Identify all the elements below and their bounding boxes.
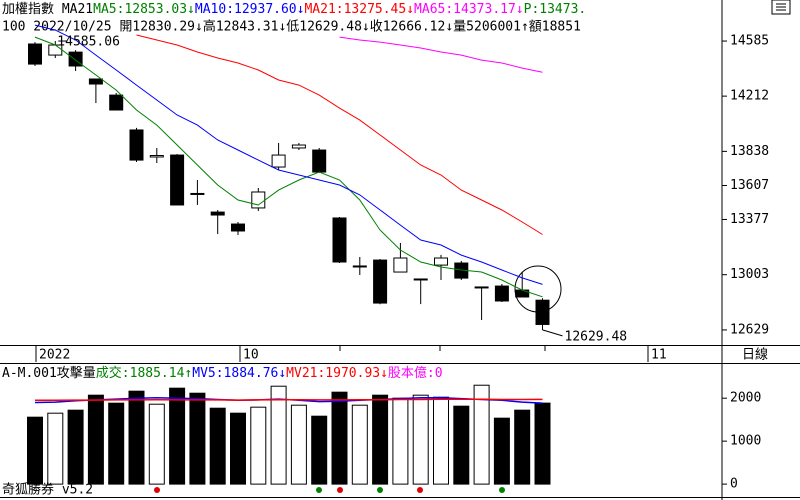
legend-item: MA10:12937.60↓ <box>195 2 305 17</box>
volume-bar <box>27 416 43 485</box>
candle-body <box>291 144 306 149</box>
candle-body <box>28 43 42 65</box>
x-tick-label: 10 <box>243 348 259 363</box>
volume-bar <box>270 385 287 485</box>
volume-bar <box>47 412 64 485</box>
ma-line <box>339 36 543 73</box>
y-tick-label: 0 <box>730 477 738 492</box>
volume-bar <box>473 384 490 485</box>
volume-bar <box>433 396 449 485</box>
volume-bar <box>351 404 368 485</box>
candle-body <box>413 278 428 281</box>
candle-body <box>434 257 448 266</box>
candle-body <box>271 154 286 168</box>
volume-bar <box>372 394 389 485</box>
annotation-leader <box>542 329 563 337</box>
legend-item: MA65:14373.17↓ <box>414 2 524 17</box>
ma-line <box>34 36 543 298</box>
legend-item: MV5:1884.76↓ <box>192 366 286 381</box>
y-tick-label: 14212 <box>730 89 769 104</box>
volume-bar <box>108 402 125 485</box>
chart-title: 加權指數 MA21 <box>2 2 93 17</box>
volume-bar <box>493 417 510 485</box>
signal-dot <box>337 487 343 493</box>
legend-item: 成交:1885.14↑ <box>96 365 192 381</box>
volume-bar <box>392 397 409 485</box>
legend-item: MA5:12853.03↓ <box>93 2 195 17</box>
candle-body <box>109 94 124 111</box>
volume-bar <box>209 407 226 485</box>
signal-dot <box>417 487 423 493</box>
y-tick-label: 2000 <box>730 391 761 406</box>
volume-bar <box>67 409 84 485</box>
signal-dot <box>316 487 322 493</box>
header-legend: 加權指數 MA21MA5:12853.03↓MA10:12937.60↓MA21… <box>2 2 586 17</box>
y-tick-label: 13607 <box>730 178 769 193</box>
y-tick-label: 13377 <box>730 212 769 227</box>
volume-title: A-M.001攻擊量 <box>2 365 96 381</box>
volume-legend: A-M.001攻擊量成交:1885.14↑MV5:1884.76↓MV21:19… <box>2 365 443 381</box>
y-tick-label: 13003 <box>730 267 769 282</box>
candle-body <box>373 259 388 304</box>
candle-body <box>352 265 367 268</box>
mv-line <box>35 398 543 402</box>
candle-body <box>129 129 144 161</box>
y-tick-label: 1000 <box>730 434 761 449</box>
volume-bar <box>189 392 206 485</box>
volume-bar <box>331 391 348 485</box>
high-annotation: 14585.06 <box>57 35 120 50</box>
candle-body <box>231 223 245 232</box>
volume-bar <box>311 415 328 485</box>
x-tick-label: 2022 <box>39 348 70 363</box>
volume-bar <box>290 404 307 485</box>
volume-bar <box>87 394 104 485</box>
candle-body <box>494 285 509 302</box>
candle-body <box>393 257 408 273</box>
volume-bar <box>169 387 186 485</box>
header-info: 100 2022/10/25 開12830.29↓高12843.31↓低1262… <box>2 19 581 35</box>
volume-bar <box>128 390 145 485</box>
legend-item: 股本億:0 <box>388 365 443 381</box>
y-tick-label: 12629 <box>730 322 769 337</box>
candle-body <box>190 192 205 195</box>
x-tick-label: 11 <box>651 348 667 363</box>
legend-item: MA21:13275.45↓ <box>304 2 414 17</box>
ma-line <box>136 34 543 235</box>
candle-body <box>88 78 103 85</box>
candle-body <box>210 211 225 216</box>
volume-bar <box>453 405 470 485</box>
candle-body <box>312 149 327 173</box>
candle-body <box>149 155 164 158</box>
legend-item: MV21:1970.93↓ <box>286 366 388 381</box>
signal-dot <box>154 487 160 493</box>
volume-bar <box>412 394 429 485</box>
candle-body <box>535 299 550 325</box>
volume-bar <box>230 412 246 485</box>
candle-body <box>251 191 266 209</box>
volume-bar <box>514 409 531 485</box>
legend-item: P:13473. <box>524 2 587 17</box>
candle-body <box>332 217 347 263</box>
period-label: 日線 <box>742 347 768 363</box>
candle-body <box>170 154 185 206</box>
ma-line <box>34 24 543 285</box>
volume-bar <box>250 406 267 485</box>
y-tick-label: 13838 <box>730 144 769 159</box>
volume-bar <box>148 403 165 485</box>
y-tick-label: 14585 <box>730 34 769 49</box>
footer: 奇狐勝券 v5.2 <box>2 482 93 498</box>
low-annotation: 12629.48 <box>565 329 628 344</box>
volume-bar <box>534 402 551 485</box>
signal-dot <box>377 487 383 493</box>
signal-dot <box>499 487 505 493</box>
candle-body <box>474 286 489 289</box>
